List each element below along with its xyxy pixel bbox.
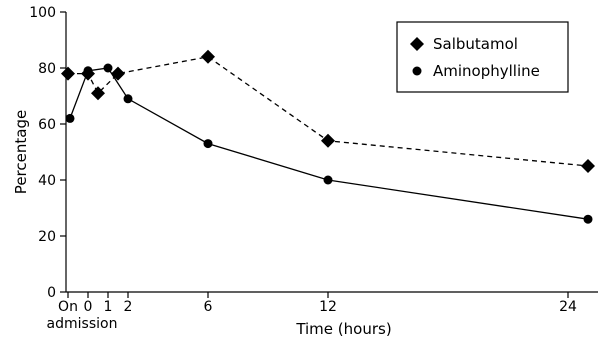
legend-label: Salbutamol [433, 35, 518, 53]
legend-items: Salbutamol Aminophylline [410, 35, 540, 80]
series-layer [61, 49, 595, 224]
y-tick-label: 40 [38, 173, 56, 189]
y-tick-label: 60 [38, 117, 56, 133]
data-point-diamond [201, 49, 215, 64]
data-point-circle [65, 113, 75, 123]
x-tick-label: 1 [104, 299, 113, 315]
data-point-diamond [321, 133, 335, 148]
x-tick-sublabel: admission [47, 316, 118, 332]
legend-box [396, 21, 569, 93]
data-point-circle [323, 175, 333, 185]
x-tick-label: 12 [319, 299, 337, 315]
data-point-circle [123, 94, 133, 104]
x-tick-label: 24 [559, 299, 577, 315]
y-ticks: 0 20 40 60 80 100 [29, 5, 66, 301]
y-tick-label: 20 [38, 229, 56, 245]
series-aminophylline [65, 63, 593, 224]
x-tick-label: 6 [204, 299, 213, 315]
x-axis-title: Time (hours) [295, 320, 391, 338]
data-point-diamond [61, 66, 75, 81]
axes [65, 12, 598, 293]
legend: Salbutamol Aminophylline [396, 21, 569, 93]
y-axis-title: Percentage [12, 110, 30, 194]
y-tick-label: 100 [29, 5, 56, 21]
data-point-circle [103, 63, 113, 73]
x-tick-label: On [58, 299, 78, 315]
legend-marker-circle [412, 66, 422, 76]
data-point-circle [203, 139, 213, 149]
y-tick-label: 80 [38, 61, 56, 77]
legend-marker-diamond [410, 37, 424, 51]
data-point-circle [583, 214, 593, 224]
legend-label: Aminophylline [433, 62, 540, 80]
data-point-circle [83, 66, 93, 76]
data-point-diamond [91, 86, 105, 101]
x-tick-label: 2 [124, 299, 133, 315]
x-tick-label: 0 [84, 299, 93, 315]
data-point-diamond [581, 159, 595, 173]
y-tick-label: 0 [47, 285, 56, 301]
